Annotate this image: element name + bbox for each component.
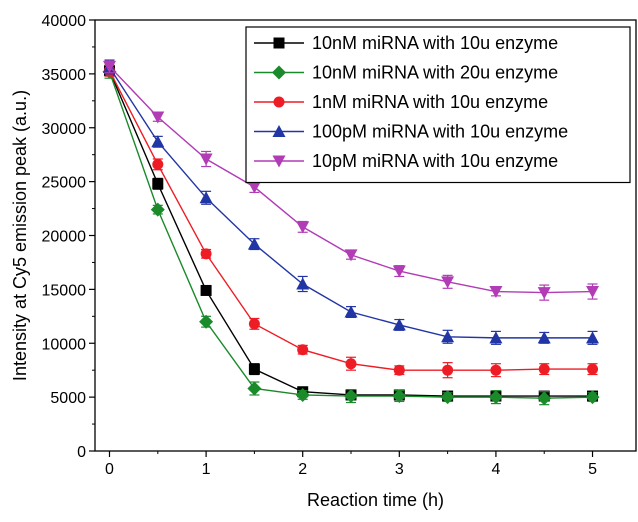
data-point	[537, 287, 551, 300]
y-tick-label: 30000	[42, 121, 87, 138]
data-point	[151, 111, 165, 124]
data-point	[586, 331, 600, 344]
data-point	[248, 318, 260, 330]
x-tick-label: 4	[491, 461, 500, 478]
series-4	[102, 59, 600, 301]
data-point	[150, 202, 165, 217]
data-point	[441, 276, 455, 289]
legend-label: 1nM miRNA with 10u enzyme	[312, 92, 548, 112]
x-tick-label: 0	[105, 461, 114, 478]
legend-box	[245, 26, 631, 184]
data-point	[441, 330, 455, 343]
legend-marker	[272, 155, 286, 168]
y-tick-label: 25000	[42, 175, 87, 192]
data-point	[296, 221, 310, 234]
data-point	[247, 181, 261, 194]
data-point	[152, 178, 164, 190]
data-point	[587, 363, 599, 375]
data-point	[296, 277, 310, 290]
data-point	[586, 286, 600, 299]
data-point	[344, 305, 358, 318]
data-point	[344, 389, 359, 404]
data-point	[247, 237, 261, 250]
data-point	[392, 389, 407, 404]
data-point	[248, 363, 260, 375]
data-point	[199, 314, 214, 329]
x-tick-label: 5	[588, 461, 597, 478]
data-point	[200, 284, 212, 296]
data-point	[200, 248, 212, 260]
legend-marker	[273, 96, 285, 108]
series-1	[102, 64, 600, 406]
data-point	[392, 318, 406, 331]
y-tick-label: 35000	[42, 67, 87, 84]
legend-label: 10pM miRNA with 10u enzyme	[312, 151, 558, 171]
data-point	[585, 390, 600, 405]
legend-marker	[272, 65, 286, 80]
x-tick-label: 3	[395, 461, 404, 478]
data-point	[295, 387, 310, 402]
y-tick-label: 20000	[42, 229, 87, 246]
legend-marker	[272, 125, 286, 137]
data-point	[489, 331, 503, 344]
data-point	[151, 135, 165, 148]
legend-marker	[273, 37, 285, 49]
x-tick-label: 2	[298, 461, 307, 478]
data-point	[393, 364, 405, 376]
legend-label: 100pM miRNA with 10u enzyme	[312, 122, 568, 142]
data-point	[199, 191, 213, 204]
series-3	[102, 60, 600, 345]
y-tick-label: 0	[77, 444, 86, 461]
x-tick-label: 1	[202, 461, 211, 478]
data-point	[440, 390, 455, 405]
data-point	[442, 364, 454, 376]
data-point	[537, 391, 552, 406]
data-point	[344, 249, 358, 262]
data-point	[152, 158, 164, 170]
y-tick-label: 15000	[42, 282, 87, 299]
data-point	[247, 381, 262, 396]
data-point	[345, 358, 357, 370]
y-tick-label: 5000	[50, 390, 86, 407]
data-point	[297, 344, 309, 356]
data-point	[102, 60, 116, 73]
data-point	[488, 390, 503, 405]
data-point	[489, 286, 503, 299]
data-point	[199, 153, 213, 166]
y-tick-label: 40000	[42, 13, 87, 30]
legend-label: 10nM miRNA with 20u enzyme	[312, 63, 558, 83]
legend-label: 10nM miRNA with 10u enzyme	[312, 33, 558, 53]
data-point	[538, 363, 550, 375]
data-point	[537, 331, 551, 344]
x-axis-title: Reaction time (h)	[307, 490, 444, 510]
data-point	[490, 364, 502, 376]
y-tick-label: 10000	[42, 336, 87, 353]
data-point	[392, 265, 406, 278]
y-axis-title: Intensity at Cy5 emission peak (a.u.)	[10, 90, 30, 381]
